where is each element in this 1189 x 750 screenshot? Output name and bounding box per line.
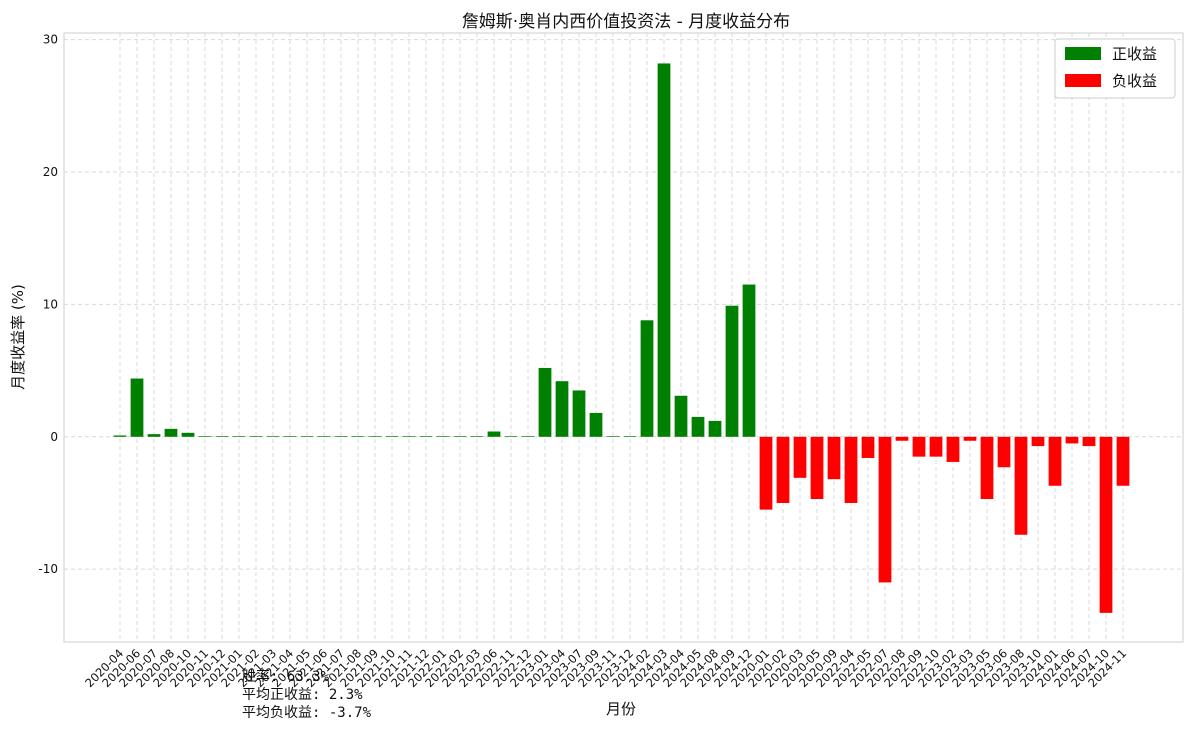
bar [674,395,688,437]
bars [113,63,1130,613]
bar [385,436,399,437]
bar [810,436,824,500]
y-axis-label: 月度收益率 (%) [9,284,27,390]
bar [793,436,807,478]
bar [691,416,705,437]
bar [436,436,450,437]
bar [368,436,382,437]
bar [589,412,603,437]
bar [504,436,518,437]
bar [1099,436,1113,613]
bar [283,436,297,437]
y-tick-label: 0 [50,430,58,444]
win-rate-text: 胜率: 63.3% [242,669,330,685]
bar [997,436,1011,468]
bar [181,432,195,437]
bar [334,436,348,437]
bar [827,436,841,480]
legend-swatch-positive [1065,47,1101,60]
bar [453,436,467,437]
bar [419,436,433,437]
bar [521,436,535,437]
bar [317,436,331,437]
bar [1065,436,1079,444]
y-ticks: -10 0 10 20 30 [38,33,58,577]
bar [487,431,501,437]
plot-frame [63,32,1184,643]
bar [878,436,892,583]
bar [249,436,263,437]
bar [215,436,229,437]
bar [861,436,875,458]
bar [300,436,314,437]
bar [657,63,671,437]
bar [759,436,773,510]
bar [470,436,484,437]
bar [963,436,977,441]
bar [929,436,943,457]
avg-negative-text: 平均负收益: -3.7% [242,705,372,721]
avg-positive-text: 平均正收益: 2.3% [242,687,363,703]
legend-label-negative: 负收益 [1112,72,1157,90]
bar [1116,436,1130,486]
bar [351,436,365,437]
bar [402,436,416,437]
bar [164,428,178,437]
bar [572,390,586,437]
y-tick-label: -10 [38,562,58,576]
x-ticks: 2020-042020-062020-072020-082020-102020-… [82,646,1129,690]
grid [64,33,1183,642]
bar [776,436,790,503]
bar [946,436,960,462]
bar [725,305,739,437]
bar [912,436,926,457]
bar [640,320,654,437]
bar [1031,436,1045,447]
bar [1048,436,1062,486]
bar [844,436,858,503]
bar [980,436,994,500]
bar [606,436,620,437]
legend-swatch-negative [1065,74,1101,87]
y-tick-label: 10 [43,297,58,311]
bar [130,378,144,437]
chart-title: 詹姆斯·奥肖内西价值投资法 - 月度收益分布 [462,12,790,32]
legend: 正收益 负收益 [1054,38,1176,99]
y-tick-label: 20 [43,165,58,179]
x-axis-label: 月份 [606,700,636,718]
bar [538,367,552,437]
bar [1014,436,1028,535]
bar [266,436,280,437]
bar [113,435,127,437]
bar [708,420,722,437]
y-tick-label: 30 [43,33,58,47]
bar [147,434,161,437]
bar [623,436,637,437]
legend-label-positive: 正收益 [1112,45,1157,63]
bar [198,436,212,437]
stats-annotation: 胜率: 63.3% 平均正收益: 2.3% 平均负收益: -3.7% [242,668,371,722]
bar [232,436,246,437]
bar [555,381,569,437]
bar [895,436,909,441]
bar [1082,436,1096,447]
bar [742,284,756,437]
